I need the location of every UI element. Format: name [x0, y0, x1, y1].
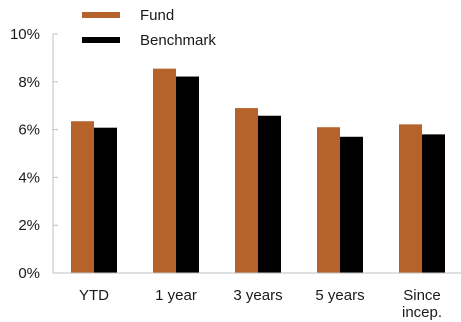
x-tick-label-line: incep. — [402, 304, 442, 321]
y-tick-label: 10% — [10, 26, 40, 43]
x-axis: YTD 1 year 3 years 5 years Since incep. — [53, 272, 461, 321]
x-tick-label: YTD — [79, 287, 109, 304]
y-axis: 0% 2% 4% 6% 8% 10% — [10, 26, 58, 282]
bars — [71, 68, 445, 274]
x-tick-label: 5 years — [315, 287, 364, 304]
bar-fund-0 — [71, 121, 94, 273]
y-tick-label: 6% — [18, 122, 40, 139]
bar-fund-1 — [153, 68, 176, 273]
x-tick-label-line: YTD — [79, 287, 109, 304]
x-tick-label-line: 3 years — [233, 287, 282, 304]
legend-swatch-fund — [82, 12, 120, 18]
bar-benchmark-3 — [340, 136, 363, 273]
x-tick-label: 3 years — [233, 287, 282, 304]
y-tick-label: 8% — [18, 74, 40, 91]
x-tick-label-line: Since — [403, 287, 441, 304]
legend: Fund Benchmark — [82, 7, 216, 49]
bar-benchmark-1 — [176, 76, 199, 274]
legend-swatch-benchmark — [82, 37, 120, 43]
bar-fund-3 — [317, 127, 340, 274]
legend-label-benchmark: Benchmark — [140, 32, 216, 49]
y-tick-label: 0% — [18, 265, 40, 282]
y-tick-label: 2% — [18, 217, 40, 234]
y-tick-label: 4% — [18, 169, 40, 186]
bar-fund-4 — [399, 124, 422, 273]
bar-benchmark-2 — [258, 115, 281, 273]
bar-benchmark-4 — [422, 134, 445, 273]
x-tick-label-line: 1 year — [155, 287, 197, 304]
bar-benchmark-0 — [94, 127, 117, 273]
bar-fund-2 — [235, 108, 258, 273]
x-tick-label: 1 year — [155, 287, 197, 304]
legend-label-fund: Fund — [140, 7, 174, 24]
x-tick-label-line: 5 years — [315, 287, 364, 304]
x-tick-label: Since incep. — [402, 287, 442, 321]
